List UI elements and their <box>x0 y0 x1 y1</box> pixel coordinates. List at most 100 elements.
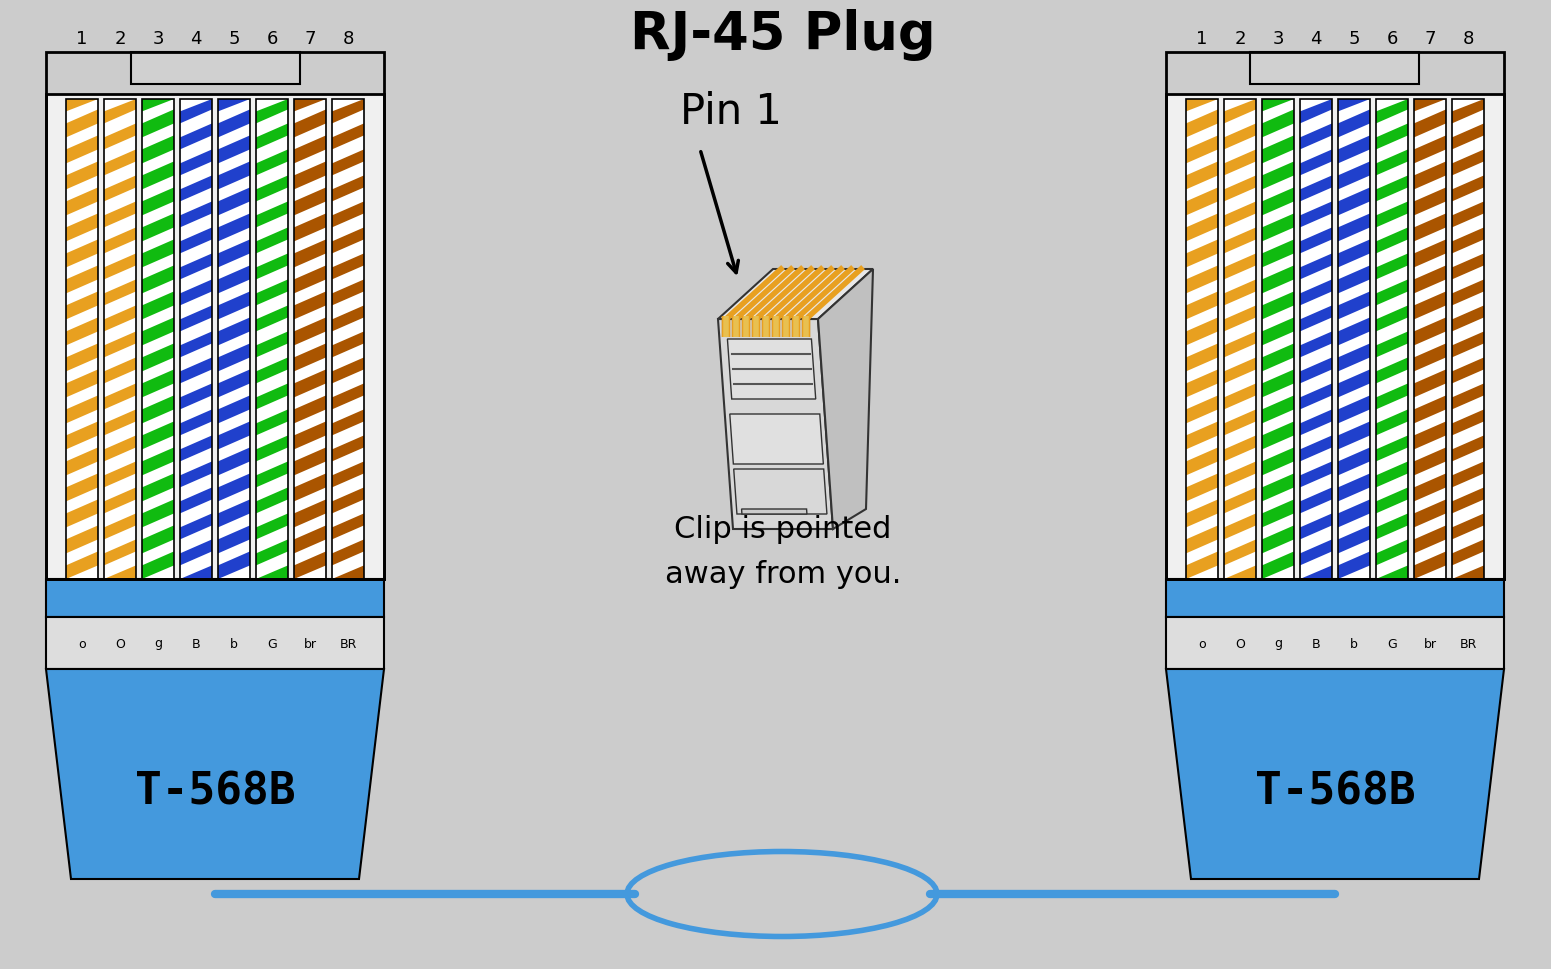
Polygon shape <box>256 162 288 190</box>
Polygon shape <box>332 137 364 164</box>
Polygon shape <box>1415 266 1446 295</box>
Polygon shape <box>1224 344 1256 372</box>
Polygon shape <box>1376 162 1408 190</box>
Bar <box>1339 100 1370 579</box>
Bar <box>1376 100 1408 579</box>
Polygon shape <box>332 266 364 295</box>
Polygon shape <box>332 526 364 554</box>
Text: T-568B: T-568B <box>1255 769 1415 812</box>
Polygon shape <box>180 162 212 190</box>
Polygon shape <box>1300 474 1332 502</box>
Polygon shape <box>295 266 326 295</box>
Polygon shape <box>1415 137 1446 164</box>
Polygon shape <box>1300 422 1332 450</box>
Polygon shape <box>1263 318 1294 346</box>
Polygon shape <box>143 396 174 424</box>
Polygon shape <box>1300 292 1332 320</box>
Polygon shape <box>67 500 98 528</box>
Polygon shape <box>143 137 174 164</box>
Polygon shape <box>256 318 288 346</box>
Text: g: g <box>1273 637 1283 650</box>
Polygon shape <box>1339 137 1370 164</box>
Polygon shape <box>1224 500 1256 528</box>
Polygon shape <box>1415 240 1446 268</box>
Polygon shape <box>1415 474 1446 502</box>
Polygon shape <box>1187 500 1218 528</box>
Polygon shape <box>67 214 98 242</box>
Polygon shape <box>1263 100 1294 112</box>
Text: br: br <box>304 637 316 650</box>
Polygon shape <box>1224 214 1256 242</box>
Text: o: o <box>78 637 85 650</box>
Polygon shape <box>295 370 326 398</box>
Polygon shape <box>180 110 212 139</box>
Polygon shape <box>47 670 385 879</box>
Polygon shape <box>1452 551 1484 579</box>
Polygon shape <box>1415 370 1446 398</box>
Polygon shape <box>1224 240 1256 268</box>
Polygon shape <box>219 422 250 450</box>
Polygon shape <box>1224 370 1256 398</box>
Polygon shape <box>1339 188 1370 216</box>
Polygon shape <box>1187 214 1218 242</box>
Polygon shape <box>1224 396 1256 424</box>
Text: b: b <box>230 637 237 650</box>
Polygon shape <box>180 370 212 398</box>
Polygon shape <box>1187 422 1218 450</box>
Text: 2: 2 <box>115 30 126 47</box>
Polygon shape <box>295 344 326 372</box>
Polygon shape <box>180 344 212 372</box>
Polygon shape <box>1300 344 1332 372</box>
Polygon shape <box>219 214 250 242</box>
Polygon shape <box>1376 474 1408 502</box>
Polygon shape <box>1187 448 1218 476</box>
Text: b: b <box>1349 637 1359 650</box>
Polygon shape <box>104 474 136 502</box>
Polygon shape <box>256 344 288 372</box>
Polygon shape <box>295 110 326 139</box>
Polygon shape <box>1339 266 1370 295</box>
Bar <box>1166 617 1504 670</box>
Polygon shape <box>1224 422 1256 450</box>
Polygon shape <box>219 110 250 139</box>
Text: B: B <box>1312 637 1320 650</box>
Text: O: O <box>1235 637 1245 650</box>
Polygon shape <box>1339 448 1370 476</box>
Polygon shape <box>143 100 174 112</box>
Polygon shape <box>143 551 174 579</box>
Polygon shape <box>67 448 98 476</box>
Polygon shape <box>1263 370 1294 398</box>
Polygon shape <box>143 422 174 450</box>
Bar <box>1415 100 1446 579</box>
Text: 7: 7 <box>304 30 316 47</box>
Polygon shape <box>67 266 98 295</box>
Polygon shape <box>1300 266 1332 295</box>
Polygon shape <box>104 370 136 398</box>
Polygon shape <box>1415 344 1446 372</box>
Polygon shape <box>104 188 136 216</box>
Text: 7: 7 <box>1424 30 1436 47</box>
Text: BR: BR <box>1459 637 1477 650</box>
Polygon shape <box>1300 240 1332 268</box>
Polygon shape <box>180 422 212 450</box>
Polygon shape <box>104 110 136 139</box>
Polygon shape <box>1224 551 1256 579</box>
Text: 1: 1 <box>76 30 88 47</box>
Polygon shape <box>1224 110 1256 139</box>
Polygon shape <box>1376 396 1408 424</box>
Polygon shape <box>1376 292 1408 320</box>
Polygon shape <box>143 448 174 476</box>
Polygon shape <box>219 551 250 579</box>
Bar <box>180 100 212 579</box>
Polygon shape <box>67 162 98 190</box>
Polygon shape <box>332 500 364 528</box>
Polygon shape <box>1452 370 1484 398</box>
Polygon shape <box>295 474 326 502</box>
Polygon shape <box>1452 266 1484 295</box>
Bar <box>1339 100 1370 579</box>
Polygon shape <box>1452 292 1484 320</box>
Bar <box>1224 100 1256 579</box>
Polygon shape <box>180 214 212 242</box>
Polygon shape <box>1376 448 1408 476</box>
Polygon shape <box>1452 214 1484 242</box>
